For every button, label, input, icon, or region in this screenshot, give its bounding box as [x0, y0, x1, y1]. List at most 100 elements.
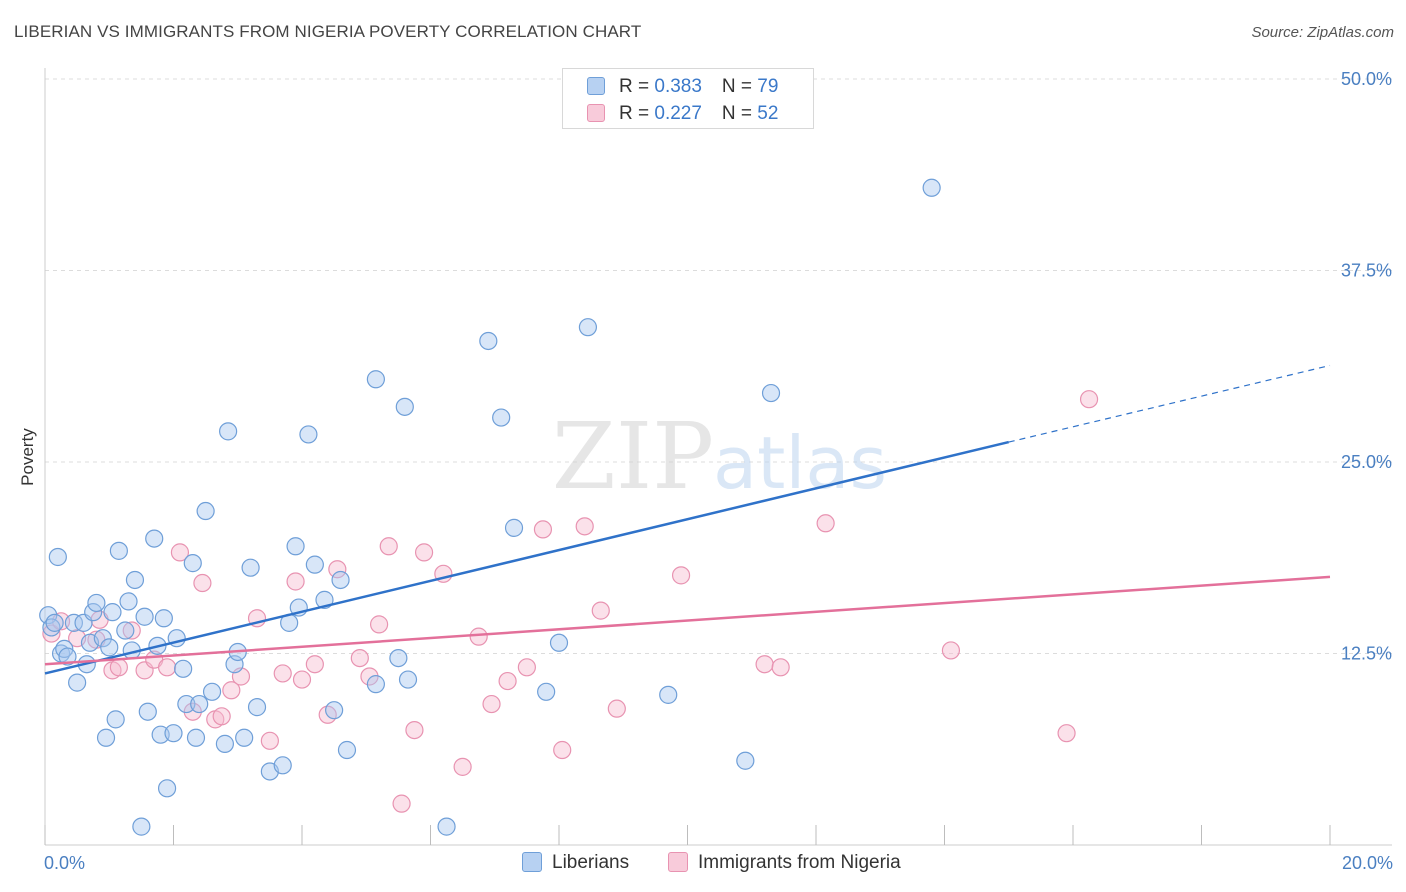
series-liberians-points	[39, 178, 941, 836]
r-value: 0.227	[654, 103, 702, 124]
n-label: N =	[721, 76, 758, 97]
nigeria-point	[607, 699, 626, 718]
nigeria-point	[392, 794, 411, 813]
chart-title: LIBERIAN VS IMMIGRANTS FROM NIGERIA POVE…	[14, 22, 642, 41]
y-axis-label: Poverty	[18, 428, 37, 486]
nigeria-point	[273, 664, 292, 683]
liberians-point	[154, 609, 173, 628]
legend-label-nigeria: Immigrants from Nigeria	[698, 852, 901, 873]
liberians-point	[366, 370, 385, 389]
liberians-point	[202, 682, 222, 701]
liberians-point	[96, 728, 116, 747]
liberians-point	[119, 592, 138, 611]
nigeria-point	[42, 624, 61, 643]
nigeria-point	[498, 671, 517, 691]
r-label: R =	[619, 76, 655, 97]
nigeria-point	[671, 566, 691, 585]
y-tick-label: 37.5%	[1341, 261, 1392, 281]
liberians-point	[736, 751, 755, 770]
series-nigeria-points	[42, 390, 1099, 813]
nigeria-point	[212, 707, 231, 726]
liberians-point	[145, 529, 164, 548]
n-value: 52	[757, 103, 779, 124]
legend-item-liberians[interactable]: Liberians	[522, 852, 629, 874]
nigeria-point	[260, 731, 279, 750]
liberians-point	[247, 698, 267, 717]
series-legend: Liberians Immigrants from Nigeria	[0, 852, 1406, 878]
liberians-point	[186, 728, 206, 747]
liberians-point	[479, 331, 498, 351]
liberians-point	[116, 621, 135, 640]
liberians-point	[196, 501, 215, 521]
liberians-point	[299, 425, 318, 444]
legend-label-liberians: Liberians	[552, 852, 630, 873]
watermark: ZIP atlas	[552, 403, 887, 510]
nigeria-point	[405, 720, 424, 740]
nigeria-point	[816, 514, 835, 533]
liberians-point	[241, 558, 260, 577]
nigeria-point	[122, 621, 141, 640]
nigeria-point	[318, 705, 337, 724]
liberians-trend-extension	[1008, 364, 1331, 443]
legend-row-liberians: R = 0.383 N = 79	[587, 76, 778, 100]
source-label: Source: ZipAtlas.com	[1251, 24, 1394, 41]
liberians-point	[132, 817, 151, 836]
liberians-point	[174, 659, 193, 678]
liberians-point	[135, 607, 154, 626]
liberians-point	[45, 613, 64, 632]
nigeria-point	[328, 560, 347, 579]
nigeria-point	[1079, 390, 1099, 409]
liberians-point	[219, 422, 238, 441]
liberians-point	[395, 397, 414, 416]
liberians-point	[235, 728, 254, 747]
liberians-point	[389, 648, 408, 668]
nigeria-point	[771, 658, 790, 677]
nigeria-trend-line	[44, 575, 1331, 666]
liberians-point	[761, 383, 781, 403]
liberians-point	[103, 603, 122, 622]
nigeria-point	[170, 543, 190, 562]
liberians-point	[366, 675, 385, 694]
nigeria-point	[193, 573, 212, 593]
liberians-point	[922, 178, 941, 197]
nigeria-point	[350, 648, 369, 668]
liberians-point	[659, 685, 678, 704]
nigeria-point	[553, 740, 572, 760]
liberians-point	[93, 629, 112, 648]
y-tick-label: 25.0%	[1341, 452, 1392, 472]
liberians-point	[286, 537, 305, 556]
liberians-point	[398, 670, 418, 689]
legend-item-nigeria[interactable]: Immigrants from Nigeria	[668, 852, 901, 874]
trend-lines	[44, 364, 1331, 675]
liberians-point	[87, 593, 106, 613]
x-tick-label: 0.0%	[44, 853, 85, 873]
nigeria-point	[414, 543, 434, 562]
axes	[44, 68, 1392, 846]
liberians-point	[183, 554, 202, 573]
nigeria-swatch	[668, 852, 688, 872]
liberians-point	[48, 547, 67, 567]
nigeria-swatch	[587, 104, 605, 122]
liberians-point	[106, 710, 125, 729]
x-tick-label: 20.0%	[1342, 853, 1393, 873]
liberians-point	[100, 638, 119, 657]
liberians-point	[578, 318, 598, 337]
liberians-swatch	[522, 852, 542, 872]
y-tick-label: 12.5%	[1341, 644, 1392, 664]
nigeria-point	[482, 694, 501, 714]
liberians-point	[190, 694, 209, 714]
liberians-point	[138, 702, 157, 721]
liberians-point	[337, 740, 357, 760]
nigeria-point	[453, 757, 472, 776]
liberians-point	[177, 694, 196, 714]
liberians-point	[492, 408, 511, 427]
liberians-trend-line	[44, 440, 1010, 675]
nigeria-point	[286, 572, 305, 591]
liberians-point	[68, 673, 87, 692]
liberians-point	[549, 633, 569, 652]
nigeria-point	[370, 615, 389, 634]
liberians-point	[164, 724, 183, 743]
liberians-point	[109, 541, 128, 560]
nigeria-point	[575, 517, 594, 536]
